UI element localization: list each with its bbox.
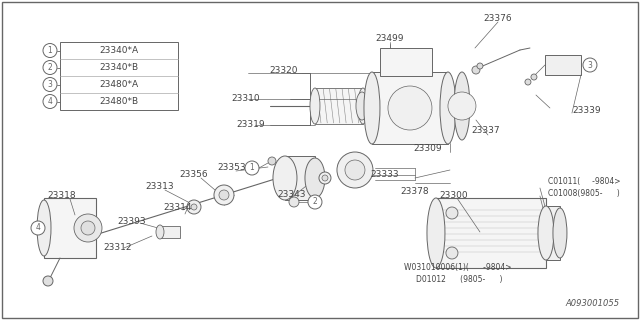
- Ellipse shape: [358, 88, 368, 124]
- Circle shape: [81, 221, 95, 235]
- Text: 1: 1: [47, 46, 52, 55]
- Circle shape: [289, 197, 299, 207]
- Text: C01008(9805-      ): C01008(9805- ): [548, 189, 620, 198]
- Ellipse shape: [440, 72, 456, 144]
- Text: 2: 2: [312, 197, 317, 206]
- Text: 23340*B: 23340*B: [99, 63, 138, 72]
- Text: 23320: 23320: [269, 66, 298, 75]
- Circle shape: [308, 195, 322, 209]
- Ellipse shape: [454, 72, 470, 140]
- Text: W031010006(1)(      -9804>: W031010006(1)( -9804>: [404, 263, 511, 273]
- Text: 23378: 23378: [400, 188, 429, 196]
- Text: 23333: 23333: [370, 171, 399, 180]
- Circle shape: [477, 63, 483, 69]
- Circle shape: [219, 190, 229, 200]
- Circle shape: [214, 185, 234, 205]
- Bar: [546, 206, 560, 260]
- Circle shape: [31, 221, 45, 235]
- Circle shape: [388, 86, 432, 130]
- Text: 23314: 23314: [164, 204, 192, 212]
- Circle shape: [43, 60, 57, 75]
- Circle shape: [43, 276, 53, 286]
- Circle shape: [446, 207, 458, 219]
- Circle shape: [472, 66, 480, 74]
- Bar: [285, 156, 315, 200]
- Bar: [372, 72, 448, 144]
- Text: 2: 2: [47, 63, 52, 72]
- Circle shape: [583, 58, 597, 72]
- Text: 23356: 23356: [180, 171, 208, 180]
- Circle shape: [245, 161, 259, 175]
- Text: 23309: 23309: [413, 143, 442, 153]
- Circle shape: [43, 77, 57, 92]
- Circle shape: [345, 160, 365, 180]
- Circle shape: [525, 79, 531, 85]
- Text: 23337: 23337: [472, 125, 500, 134]
- Circle shape: [319, 172, 331, 184]
- Text: 23300: 23300: [440, 191, 468, 201]
- Text: 23313: 23313: [146, 182, 174, 191]
- Bar: [44, 198, 96, 258]
- Ellipse shape: [356, 92, 368, 120]
- Text: 3: 3: [588, 60, 593, 69]
- Bar: [545, 55, 581, 75]
- Bar: [60, 42, 178, 110]
- Text: 23480*A: 23480*A: [99, 80, 138, 89]
- Bar: [160, 226, 180, 238]
- Ellipse shape: [273, 156, 297, 200]
- Ellipse shape: [553, 208, 567, 258]
- Text: 23310: 23310: [231, 93, 260, 102]
- Circle shape: [322, 175, 328, 181]
- Text: 23312: 23312: [104, 244, 132, 252]
- Text: 1: 1: [250, 164, 254, 172]
- Text: 23343: 23343: [278, 190, 306, 199]
- Ellipse shape: [364, 72, 380, 144]
- Circle shape: [446, 247, 458, 259]
- Text: 23339: 23339: [572, 106, 600, 115]
- Ellipse shape: [305, 158, 325, 198]
- Text: 23353: 23353: [218, 164, 246, 172]
- Ellipse shape: [37, 200, 51, 256]
- Circle shape: [268, 157, 276, 165]
- Text: 23318: 23318: [48, 191, 76, 201]
- Circle shape: [43, 94, 57, 108]
- Ellipse shape: [538, 206, 554, 260]
- Circle shape: [191, 204, 197, 210]
- Bar: [436, 198, 546, 268]
- Text: 23319: 23319: [236, 119, 265, 129]
- Bar: [315, 88, 363, 124]
- Ellipse shape: [310, 88, 320, 124]
- Circle shape: [187, 200, 201, 214]
- Text: 4: 4: [47, 97, 52, 106]
- Circle shape: [74, 214, 102, 242]
- Text: 23480*B: 23480*B: [99, 97, 138, 106]
- Text: 23393: 23393: [118, 218, 147, 227]
- Ellipse shape: [156, 225, 164, 239]
- Text: 23340*A: 23340*A: [99, 46, 138, 55]
- Text: D01012      (9805-      ): D01012 (9805- ): [416, 276, 502, 284]
- Ellipse shape: [427, 198, 445, 268]
- Bar: [380, 48, 432, 76]
- Text: 3: 3: [47, 80, 52, 89]
- Text: A093001055: A093001055: [566, 299, 620, 308]
- Circle shape: [448, 92, 476, 120]
- Circle shape: [531, 74, 537, 80]
- Text: 23499: 23499: [376, 34, 404, 43]
- Circle shape: [337, 152, 373, 188]
- Text: 23376: 23376: [484, 13, 512, 22]
- Text: 4: 4: [36, 223, 40, 233]
- Circle shape: [43, 44, 57, 58]
- Text: C01011(     -9804>: C01011( -9804>: [548, 178, 620, 187]
